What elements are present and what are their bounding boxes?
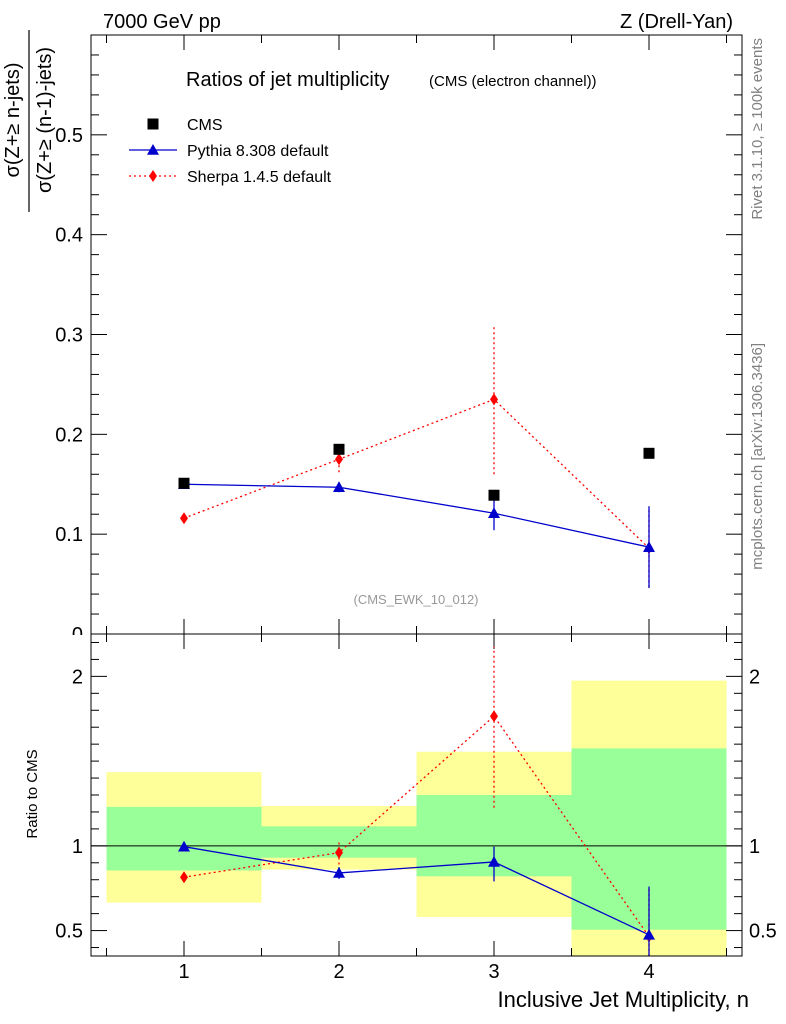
legend-marker-cms bbox=[147, 118, 159, 130]
legend-label-3: Sherpa 1.4.5 default bbox=[187, 169, 332, 186]
main-pythia-point bbox=[643, 541, 655, 552]
ratio-ytick-label-right: 2 bbox=[749, 666, 760, 688]
legend-marker-pythia bbox=[147, 144, 159, 155]
ratio-sherpa-line bbox=[183, 715, 650, 937]
ratio-ytick-label-left: 1 bbox=[72, 836, 83, 858]
ratio-ytick-label-left: 2 bbox=[72, 666, 83, 688]
ratio-pythia-point bbox=[643, 928, 655, 940]
x-tick-label: 4 bbox=[643, 961, 654, 983]
main-ytick-label: 0.2 bbox=[55, 424, 83, 446]
main-panel: 0.10.20.30.40.50 Ratios of jet multiplic… bbox=[55, 34, 743, 647]
legend-label-1: CMS bbox=[187, 117, 223, 134]
main-title: Ratios of jet multiplicity bbox=[186, 69, 389, 91]
side-text-bottom: mcplots.cern.ch [arXiv:1306.3436] bbox=[749, 343, 766, 570]
main-zero-mask bbox=[60, 635, 90, 647]
main-y-label-num: σ(Z+≥ n-jets) bbox=[2, 63, 24, 178]
main-cms-point bbox=[178, 477, 190, 489]
main-subtitle: (CMS (electron channel)) bbox=[429, 73, 597, 90]
main-series bbox=[178, 324, 655, 589]
x-tick-label: 2 bbox=[333, 961, 344, 983]
x-tick-label: 3 bbox=[488, 961, 499, 983]
ratio-sherpa-point bbox=[490, 710, 498, 723]
main-sherpa-line bbox=[183, 398, 650, 549]
x-axis-label: Inclusive Jet Multiplicity, n bbox=[498, 987, 749, 1012]
ratio-pythia-point bbox=[333, 866, 345, 878]
main-ytick-label: 0.4 bbox=[55, 225, 83, 247]
main-annotation: (CMS_EWK_10_012) bbox=[354, 592, 479, 607]
legend-label-2: Pythia 8.308 default bbox=[187, 143, 329, 160]
ratio-ytick-label-right: 1 bbox=[749, 836, 760, 858]
main-pythia-point bbox=[333, 481, 345, 493]
main-sherpa-point bbox=[490, 393, 498, 406]
main-ytick-label: 0.5 bbox=[55, 125, 83, 147]
main-pythia-line bbox=[183, 483, 650, 548]
main-sherpa-point bbox=[335, 453, 343, 466]
main-ytick-label: 0.3 bbox=[55, 325, 83, 347]
main-cms-point bbox=[643, 447, 655, 459]
main-y-label: σ(Z+≥ n-jets) σ(Z+≥ (n-1)-jets) bbox=[2, 30, 56, 212]
x-tick-label: 1 bbox=[178, 961, 189, 983]
ratio-y-label: Ratio to CMS bbox=[24, 749, 41, 838]
legend-marker-sherpa bbox=[149, 170, 157, 182]
main-pythia-point bbox=[488, 507, 500, 519]
main-ytick-label: 0.1 bbox=[55, 524, 83, 546]
ratio-series bbox=[178, 646, 655, 956]
ratio-sherpa-point bbox=[180, 871, 188, 884]
ratio-panel: 0.5 0.5 1 1 2 2 1 2 3 4 bbox=[55, 633, 777, 983]
main-ticks: 0.10.20.30.40.50 bbox=[55, 35, 742, 647]
main-cms-point bbox=[333, 443, 345, 455]
header-left: 7000 GeV pp bbox=[103, 11, 221, 33]
ratio-pythia-point bbox=[178, 840, 190, 852]
ratio-pythia-line bbox=[183, 846, 650, 936]
main-sherpa-point bbox=[180, 512, 188, 525]
side-text-top: Rivet 3.1.10, ≥ 100k events bbox=[749, 38, 766, 220]
ratio-ytick-label-left: 0.5 bbox=[55, 921, 83, 943]
ratio-frame bbox=[90, 633, 743, 957]
header-right: Z (Drell-Yan) bbox=[620, 11, 733, 33]
ratio-sherpa-point bbox=[335, 846, 343, 859]
legend: CMS Pythia 8.308 default Sherpa 1.4.5 defa… bbox=[129, 117, 332, 186]
ratio-bands bbox=[106, 680, 727, 956]
main-cms-point bbox=[488, 489, 500, 501]
ratio-ticks: 0.5 0.5 1 1 2 2 1 2 3 4 bbox=[55, 634, 777, 983]
ratio-ytick-label-right: 0.5 bbox=[749, 921, 777, 943]
main-y-label-den: σ(Z+≥ (n-1)-jets) bbox=[34, 47, 56, 193]
ratio-pythia-point bbox=[488, 855, 500, 867]
band-green-1 bbox=[106, 806, 262, 871]
